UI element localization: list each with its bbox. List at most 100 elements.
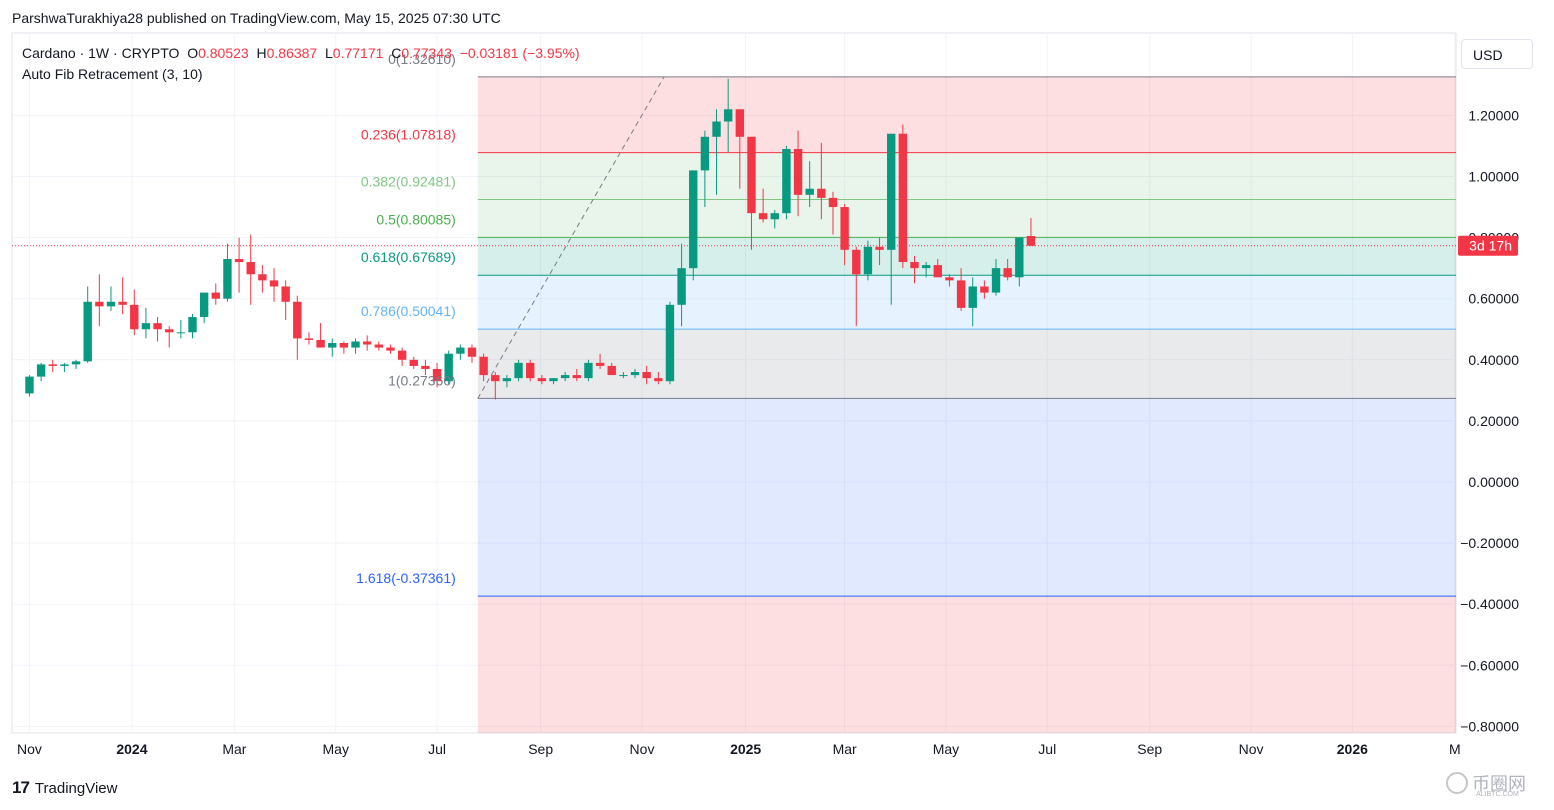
candle-body xyxy=(665,304,675,382)
y-tick-label: 1.00000 xyxy=(1468,169,1519,185)
x-tick-label: Sep xyxy=(1137,741,1162,757)
close-value: 0.77343 xyxy=(401,45,452,61)
candle xyxy=(817,142,826,220)
y-tick-label: 0.40000 xyxy=(1468,352,1519,368)
candle xyxy=(444,350,453,385)
candle-body xyxy=(898,133,908,263)
candle-body xyxy=(362,341,372,345)
candle xyxy=(852,246,861,327)
candle-body xyxy=(968,286,977,308)
candle xyxy=(700,130,710,208)
candle xyxy=(118,277,127,314)
candle-body xyxy=(153,323,162,330)
candle xyxy=(60,362,69,373)
footer-brand[interactable]: 17 TradingView xyxy=(12,778,117,798)
x-tick-label: May xyxy=(933,741,959,757)
candle xyxy=(165,326,174,348)
candle xyxy=(176,320,186,339)
candle-body xyxy=(141,323,151,330)
high-value: 0.86387 xyxy=(266,45,318,61)
candle-body xyxy=(526,362,535,379)
candle-body xyxy=(1003,268,1012,278)
candle-body xyxy=(1026,236,1036,246)
candle xyxy=(537,375,547,385)
candle-body xyxy=(863,246,873,275)
candle-body xyxy=(502,378,512,382)
candle xyxy=(968,277,977,327)
candle xyxy=(689,170,698,281)
fib-level-label: 0.236(1.07818) xyxy=(361,127,456,143)
x-tick-label: Mar xyxy=(222,741,246,757)
candle-body xyxy=(176,332,186,334)
candle xyxy=(991,258,1001,296)
candle-body xyxy=(165,329,174,333)
candle-body xyxy=(25,376,34,394)
candle-body xyxy=(409,359,418,366)
candle-body xyxy=(782,149,791,214)
currency-button[interactable]: USD xyxy=(1461,39,1533,69)
candle-body xyxy=(537,378,547,382)
y-tick-label: −0.80000 xyxy=(1460,718,1519,734)
x-tick-label: 2024 xyxy=(116,741,147,757)
candle-body xyxy=(421,365,430,369)
fib-level-label: 0.786(0.50041) xyxy=(361,303,456,319)
open-label: O xyxy=(187,45,199,61)
x-tick-label: Nov xyxy=(17,741,42,757)
symbol-label[interactable]: Cardano · 1W · CRYPTO xyxy=(22,45,180,61)
candle-body xyxy=(130,304,139,330)
candle xyxy=(898,124,908,269)
candle xyxy=(328,338,337,357)
candle xyxy=(130,289,139,336)
candle-body xyxy=(572,375,581,379)
candle-body xyxy=(351,341,360,348)
candle xyxy=(71,359,81,369)
candle xyxy=(560,372,570,382)
x-tick-label: M xyxy=(1449,741,1461,757)
candle-body xyxy=(875,246,884,250)
candle xyxy=(770,210,779,229)
candle xyxy=(141,307,151,339)
candle-body xyxy=(281,286,290,302)
fib-level-label: 0.5(0.80085) xyxy=(376,211,455,227)
candle-body xyxy=(106,301,116,307)
candle xyxy=(933,258,942,278)
candle xyxy=(467,344,477,363)
y-tick-label: 0.20000 xyxy=(1468,413,1519,429)
countdown-badge xyxy=(1458,235,1518,256)
candle-body xyxy=(514,362,523,379)
x-tick-label: 2025 xyxy=(730,741,761,757)
open-value: 0.80523 xyxy=(198,45,249,61)
candle-body xyxy=(479,356,488,376)
high-label: H xyxy=(256,45,267,61)
y-tick-label: −0.40000 xyxy=(1460,596,1519,612)
candle xyxy=(793,130,803,217)
y-tick-label: −0.20000 xyxy=(1460,535,1519,551)
fib-level-label: 0.382(0.92481) xyxy=(361,173,456,189)
candle xyxy=(48,359,57,373)
watermark-sub: ALIBTC.COM xyxy=(1476,791,1519,798)
candle xyxy=(875,237,884,266)
y-tick-label: −0.60000 xyxy=(1460,657,1519,673)
candle xyxy=(95,274,104,327)
fib-band xyxy=(477,329,1456,399)
candle-body xyxy=(956,280,966,308)
candle xyxy=(199,292,209,324)
candle xyxy=(456,344,465,360)
candle-body xyxy=(374,344,384,348)
candle xyxy=(595,353,605,369)
candle xyxy=(747,136,756,250)
candle-body xyxy=(630,372,640,376)
candle xyxy=(1015,237,1024,287)
candle-body xyxy=(735,109,745,137)
candle xyxy=(805,161,814,208)
y-tick-label: 0.00000 xyxy=(1468,474,1519,490)
candle-body xyxy=(817,188,826,198)
y-tick-label: 0.60000 xyxy=(1468,291,1519,307)
indicator-legend[interactable]: Auto Fib Retracement (3, 10) xyxy=(22,66,203,82)
plot-frame xyxy=(11,32,1457,734)
candle-body xyxy=(316,339,325,348)
fib-band xyxy=(477,152,1456,200)
candle-body xyxy=(828,197,838,208)
fib-level-label: 1(0.27360) xyxy=(388,372,456,388)
